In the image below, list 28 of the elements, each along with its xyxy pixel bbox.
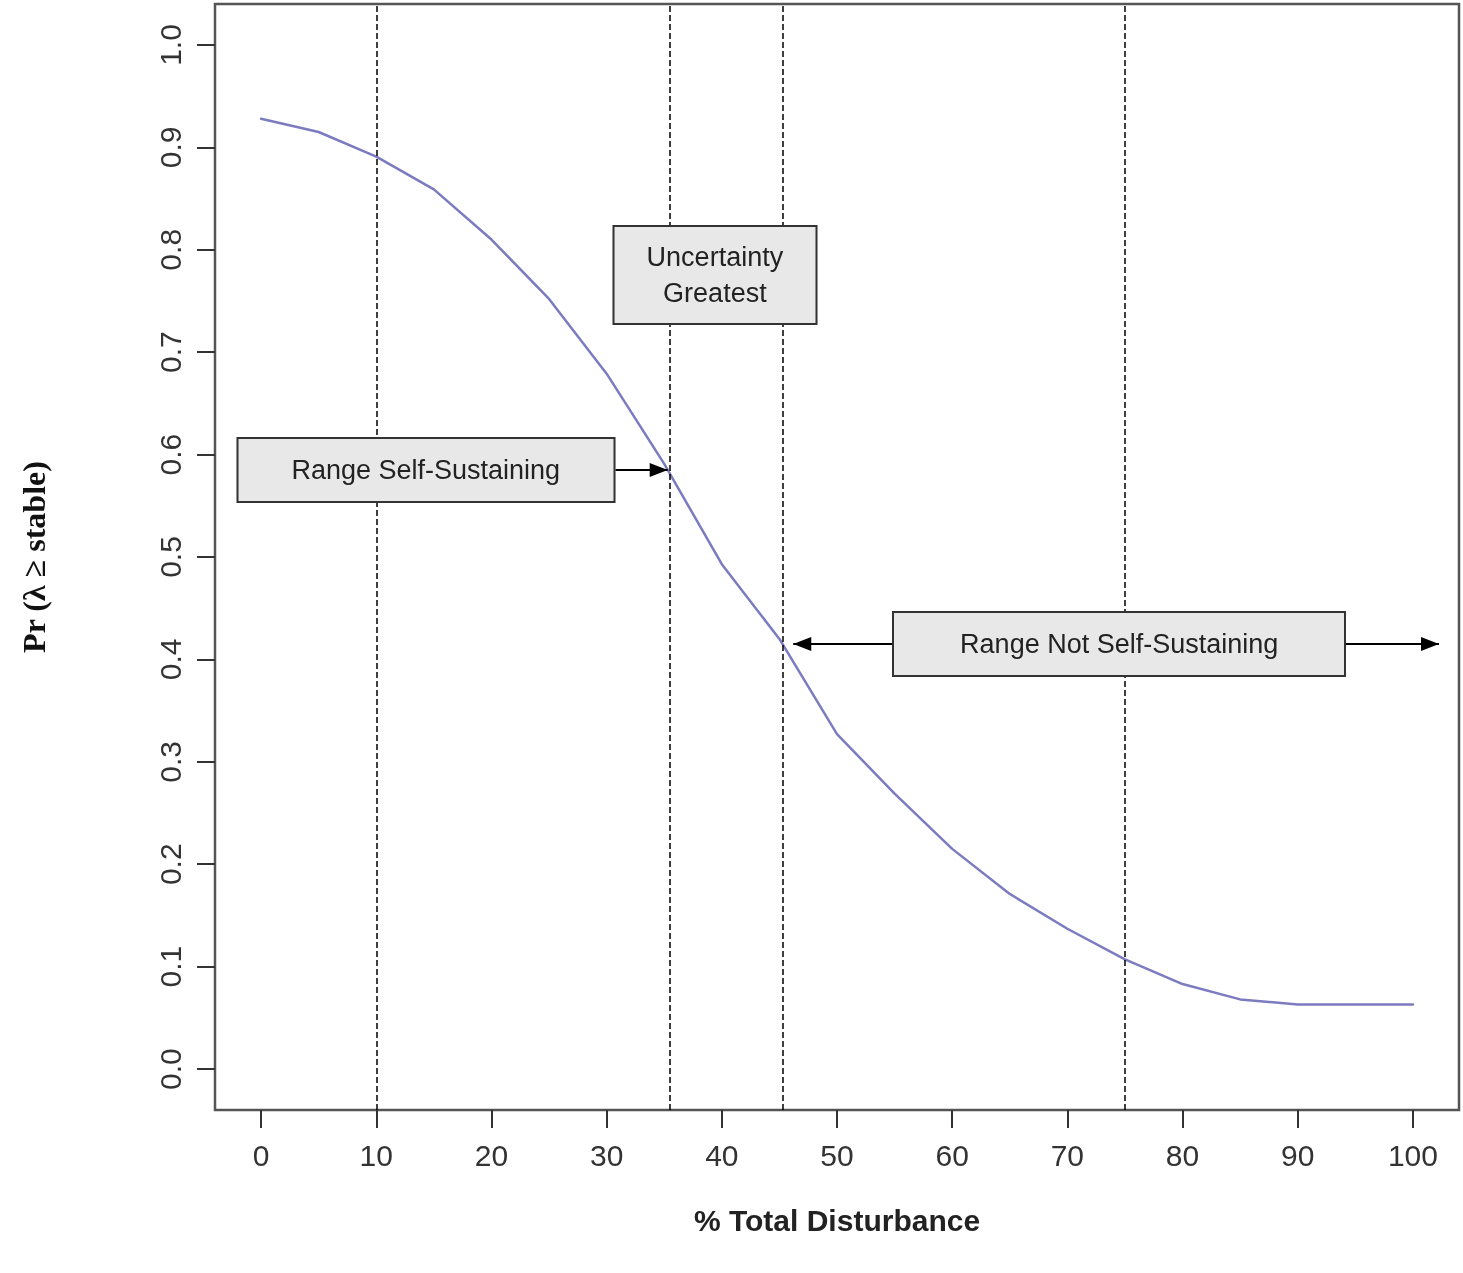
callout-box: Range Not Self-Sustaining <box>892 611 1347 678</box>
y-tick-label: 0.3 <box>153 740 187 783</box>
y-tick-label: 0.2 <box>153 843 187 886</box>
y-tick-label: 0.9 <box>153 126 187 169</box>
y-tick-label: 1.0 <box>153 24 187 66</box>
y-tick-label: 0.8 <box>153 228 187 271</box>
y-tick-label: 0.0 <box>153 1048 187 1090</box>
y-axis-title: Pr (λ ≥ stable) <box>16 461 52 653</box>
x-tick-label: 70 <box>1050 1138 1085 1172</box>
y-tick-label: 0.4 <box>153 638 187 681</box>
x-tick-label: 100 <box>1387 1138 1438 1172</box>
x-tick-label: 40 <box>705 1138 739 1172</box>
callout-box: Range Self-Sustaining <box>236 436 616 503</box>
x-tick-label: 0 <box>252 1138 270 1172</box>
x-tick-label: 50 <box>820 1138 854 1172</box>
x-tick-label: 60 <box>935 1138 969 1172</box>
y-tick-label: 0.7 <box>153 331 187 374</box>
x-tick-label: 90 <box>1281 1138 1315 1172</box>
x-axis-title: % Total Disturbance <box>693 1203 981 1237</box>
callout-box: Uncertainty Greatest <box>612 225 818 326</box>
y-tick-label: 0.1 <box>153 945 187 988</box>
x-tick-label: 10 <box>359 1138 393 1172</box>
line-series <box>259 117 1415 1006</box>
x-tick-label: 30 <box>589 1138 624 1172</box>
y-tick-label: 0.6 <box>153 433 187 476</box>
x-tick-label: 80 <box>1165 1138 1200 1172</box>
y-tick-label: 0.5 <box>153 536 187 578</box>
x-tick-label: 20 <box>474 1138 509 1172</box>
